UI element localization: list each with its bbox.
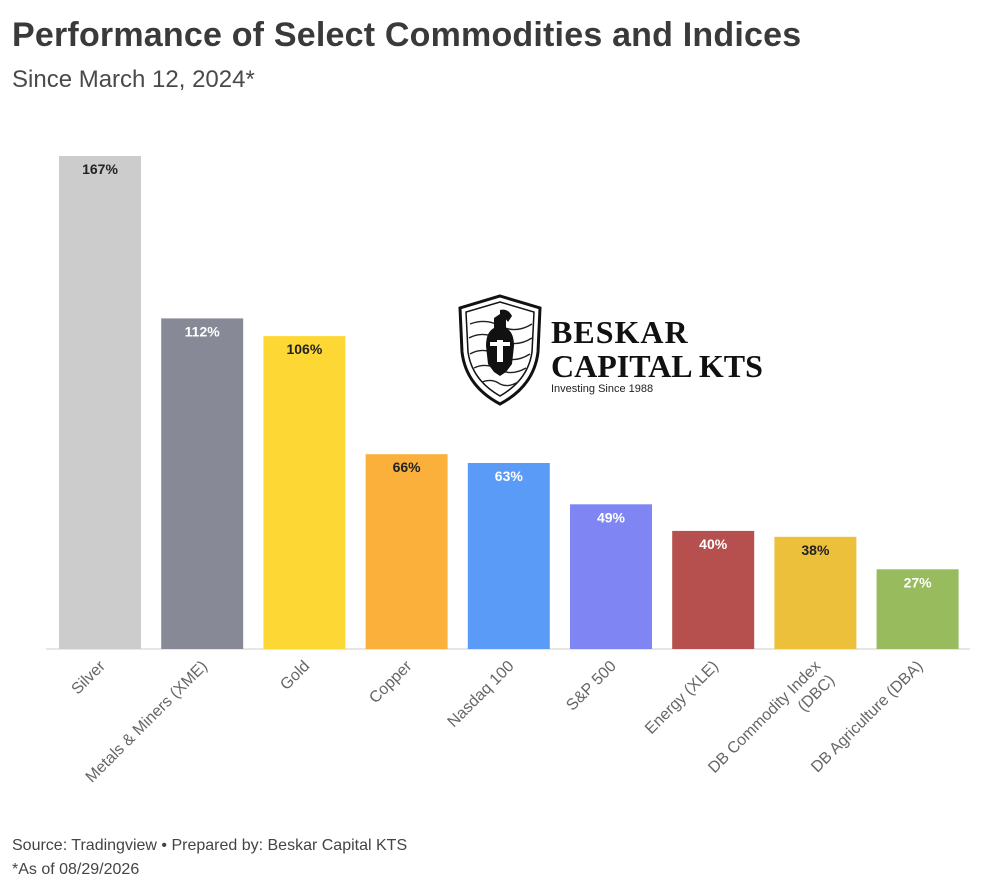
bar-value-label-8: 38% [801, 542, 830, 558]
bar-3 [263, 336, 346, 649]
bar-value-label-5: 63% [495, 468, 524, 484]
chart-subtitle: Since March 12, 2024* [12, 66, 255, 93]
bar-5 [467, 463, 550, 649]
bar-value-label-3: 106% [286, 341, 322, 357]
x-tick-label-3: Gold [277, 658, 313, 694]
bar-value-label-9: 27% [904, 574, 933, 590]
x-tick-label-1: Silver [69, 657, 110, 698]
bar-value-label-4: 66% [393, 459, 422, 475]
bar-7 [672, 530, 755, 649]
bar-value-label-6: 49% [597, 509, 626, 525]
x-tick-label-6: S&P 500 [563, 658, 620, 715]
x-tick-label-8-line1: DB Commodity Index [705, 658, 824, 777]
bar-value-label-2: 112% [185, 323, 221, 339]
chart-title: Performance of Select Commodities and In… [12, 16, 802, 54]
source-note: Source: Tradingview • Prepared by: Beska… [12, 837, 408, 854]
logo-wordmark-line1: BESKAR [551, 314, 689, 350]
x-tick-label-5: Nasdaq 100 [445, 658, 518, 731]
x-tick-label-7: Energy (XLE) [642, 658, 722, 738]
brand-logo: BESKAR CAPITAL KTS Investing Since 1988 [452, 294, 772, 408]
bar-2 [161, 318, 244, 649]
x-tick-label-2: Metals & Miners (XME) [83, 658, 211, 786]
bar-8 [774, 536, 857, 649]
bar-1 [59, 156, 141, 649]
bar-9 [876, 569, 959, 649]
logo-tagline: Investing Since 1988 [551, 383, 654, 395]
bar-6 [570, 504, 652, 649]
logo-wordmark-line2: CAPITAL KTS [551, 348, 763, 384]
as-of-note: *As of 08/29/2026 [12, 861, 140, 878]
bar-value-label-7: 40% [699, 536, 728, 552]
x-tick-label-4: Copper [366, 657, 416, 707]
spartan-shield-icon [458, 294, 542, 406]
bar-4 [365, 454, 448, 649]
bar-value-label-1: 167% [82, 161, 118, 177]
